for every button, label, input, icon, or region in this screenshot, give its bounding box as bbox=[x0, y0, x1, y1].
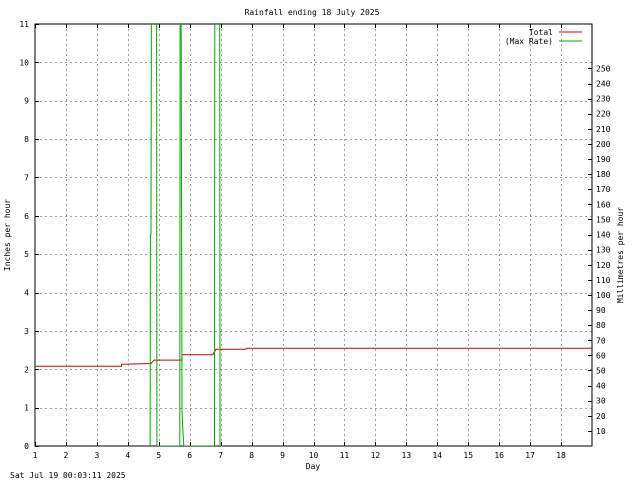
legend: Total (Max Rate) bbox=[505, 28, 582, 46]
grid bbox=[35, 24, 592, 446]
y2-tick-label: 200 bbox=[596, 140, 611, 149]
plot-frame bbox=[34, 23, 593, 447]
y2-tick-label: 40 bbox=[596, 382, 606, 391]
y2-tick-label: 10 bbox=[596, 427, 606, 436]
x-axis-label: Day bbox=[306, 462, 321, 471]
series-lines bbox=[35, 24, 592, 446]
y2-tick-label: 150 bbox=[596, 215, 611, 224]
x-tick-label: 7 bbox=[218, 451, 223, 460]
x-tick-label: 3 bbox=[94, 451, 99, 460]
y-tick-label: 1 bbox=[24, 404, 29, 413]
x-tick-label: 11 bbox=[340, 451, 350, 460]
y2-tick-label: 80 bbox=[596, 321, 606, 330]
x-tick-label: 15 bbox=[463, 451, 473, 460]
x-tick-label: 13 bbox=[402, 451, 412, 460]
x-tick-label: 9 bbox=[280, 451, 285, 460]
y2-tick-label: 140 bbox=[596, 231, 611, 240]
y2-tick-label: 70 bbox=[596, 336, 606, 345]
x-tick-label: 1 bbox=[33, 451, 38, 460]
y2-tick-label: 120 bbox=[596, 261, 611, 270]
x-tick-label: 10 bbox=[309, 451, 319, 460]
y2-tick-label: 170 bbox=[596, 185, 611, 194]
y2-tick-label: 240 bbox=[596, 80, 611, 89]
max-rate-line bbox=[149, 24, 221, 446]
legend-label-max-rate: (Max Rate) bbox=[505, 37, 553, 46]
y2-tick-label: 110 bbox=[596, 276, 611, 285]
y-tick-label: 11 bbox=[19, 20, 29, 29]
y-tick-labels: 0 1 2 3 4 5 6 7 8 9 10 11 bbox=[19, 20, 29, 451]
y2-tick-label: 60 bbox=[596, 351, 606, 360]
y2-tick-label: 160 bbox=[596, 200, 611, 209]
y-tick-label: 0 bbox=[24, 442, 29, 451]
y2-tick-label: 180 bbox=[596, 170, 611, 179]
x-tick-label: 6 bbox=[187, 451, 192, 460]
x-tick-label: 17 bbox=[525, 451, 535, 460]
y2-tick-label: 210 bbox=[596, 125, 611, 134]
x-tick-label: 12 bbox=[371, 451, 381, 460]
chart-title: Rainfall ending 18 July 2025 bbox=[245, 8, 380, 17]
footer-timestamp: Sat Jul 19 00:03:11 2025 bbox=[10, 471, 126, 480]
y-tick-label: 6 bbox=[24, 212, 29, 221]
y2-tick-label: 50 bbox=[596, 366, 606, 375]
y-tick-label: 10 bbox=[19, 58, 29, 67]
legend-label-total: Total bbox=[529, 28, 553, 37]
y2-tick-label: 250 bbox=[596, 64, 611, 73]
x-tick-label: 4 bbox=[125, 451, 130, 460]
x-tick-label: 8 bbox=[249, 451, 254, 460]
x-tick-label: 5 bbox=[156, 451, 161, 460]
y2-tick-label: 30 bbox=[596, 397, 606, 406]
x-tick-label: 14 bbox=[432, 451, 442, 460]
x-tick-label: 16 bbox=[494, 451, 504, 460]
y2-tick-label: 190 bbox=[596, 155, 611, 164]
y2-tick-label: 20 bbox=[596, 412, 606, 421]
y2-axis-label: Millimetres per hour bbox=[616, 207, 625, 304]
y-tick-label: 9 bbox=[24, 97, 29, 106]
y-axis-label: Inches per hour bbox=[3, 199, 12, 271]
y2-tick-label: 220 bbox=[596, 110, 611, 119]
y2-tick-label: 230 bbox=[596, 95, 611, 104]
y2-tick-label: 130 bbox=[596, 246, 611, 255]
x-tick-label: 18 bbox=[556, 451, 566, 460]
y-tick-label: 4 bbox=[24, 289, 29, 298]
y-tick-label: 2 bbox=[24, 365, 29, 374]
x-tick-label: 2 bbox=[64, 451, 69, 460]
total-line bbox=[35, 347, 592, 367]
axis-ticks bbox=[35, 24, 592, 447]
y-tick-label: 7 bbox=[24, 173, 29, 182]
y-tick-label: 3 bbox=[24, 327, 29, 336]
y-tick-label: 8 bbox=[24, 135, 29, 144]
x-tick-labels: 1 2 3 4 5 6 7 8 9 10 11 12 13 14 15 16 17 18 bbox=[33, 451, 566, 460]
y2-tick-labels: 10 20 30 40 50 60 70 80 90 100 110 120 130 140 150 160 1… bbox=[596, 64, 611, 435]
y2-tick-label: 90 bbox=[596, 306, 606, 315]
y2-tick-label: 100 bbox=[596, 291, 611, 300]
y-tick-label: 5 bbox=[24, 250, 29, 259]
